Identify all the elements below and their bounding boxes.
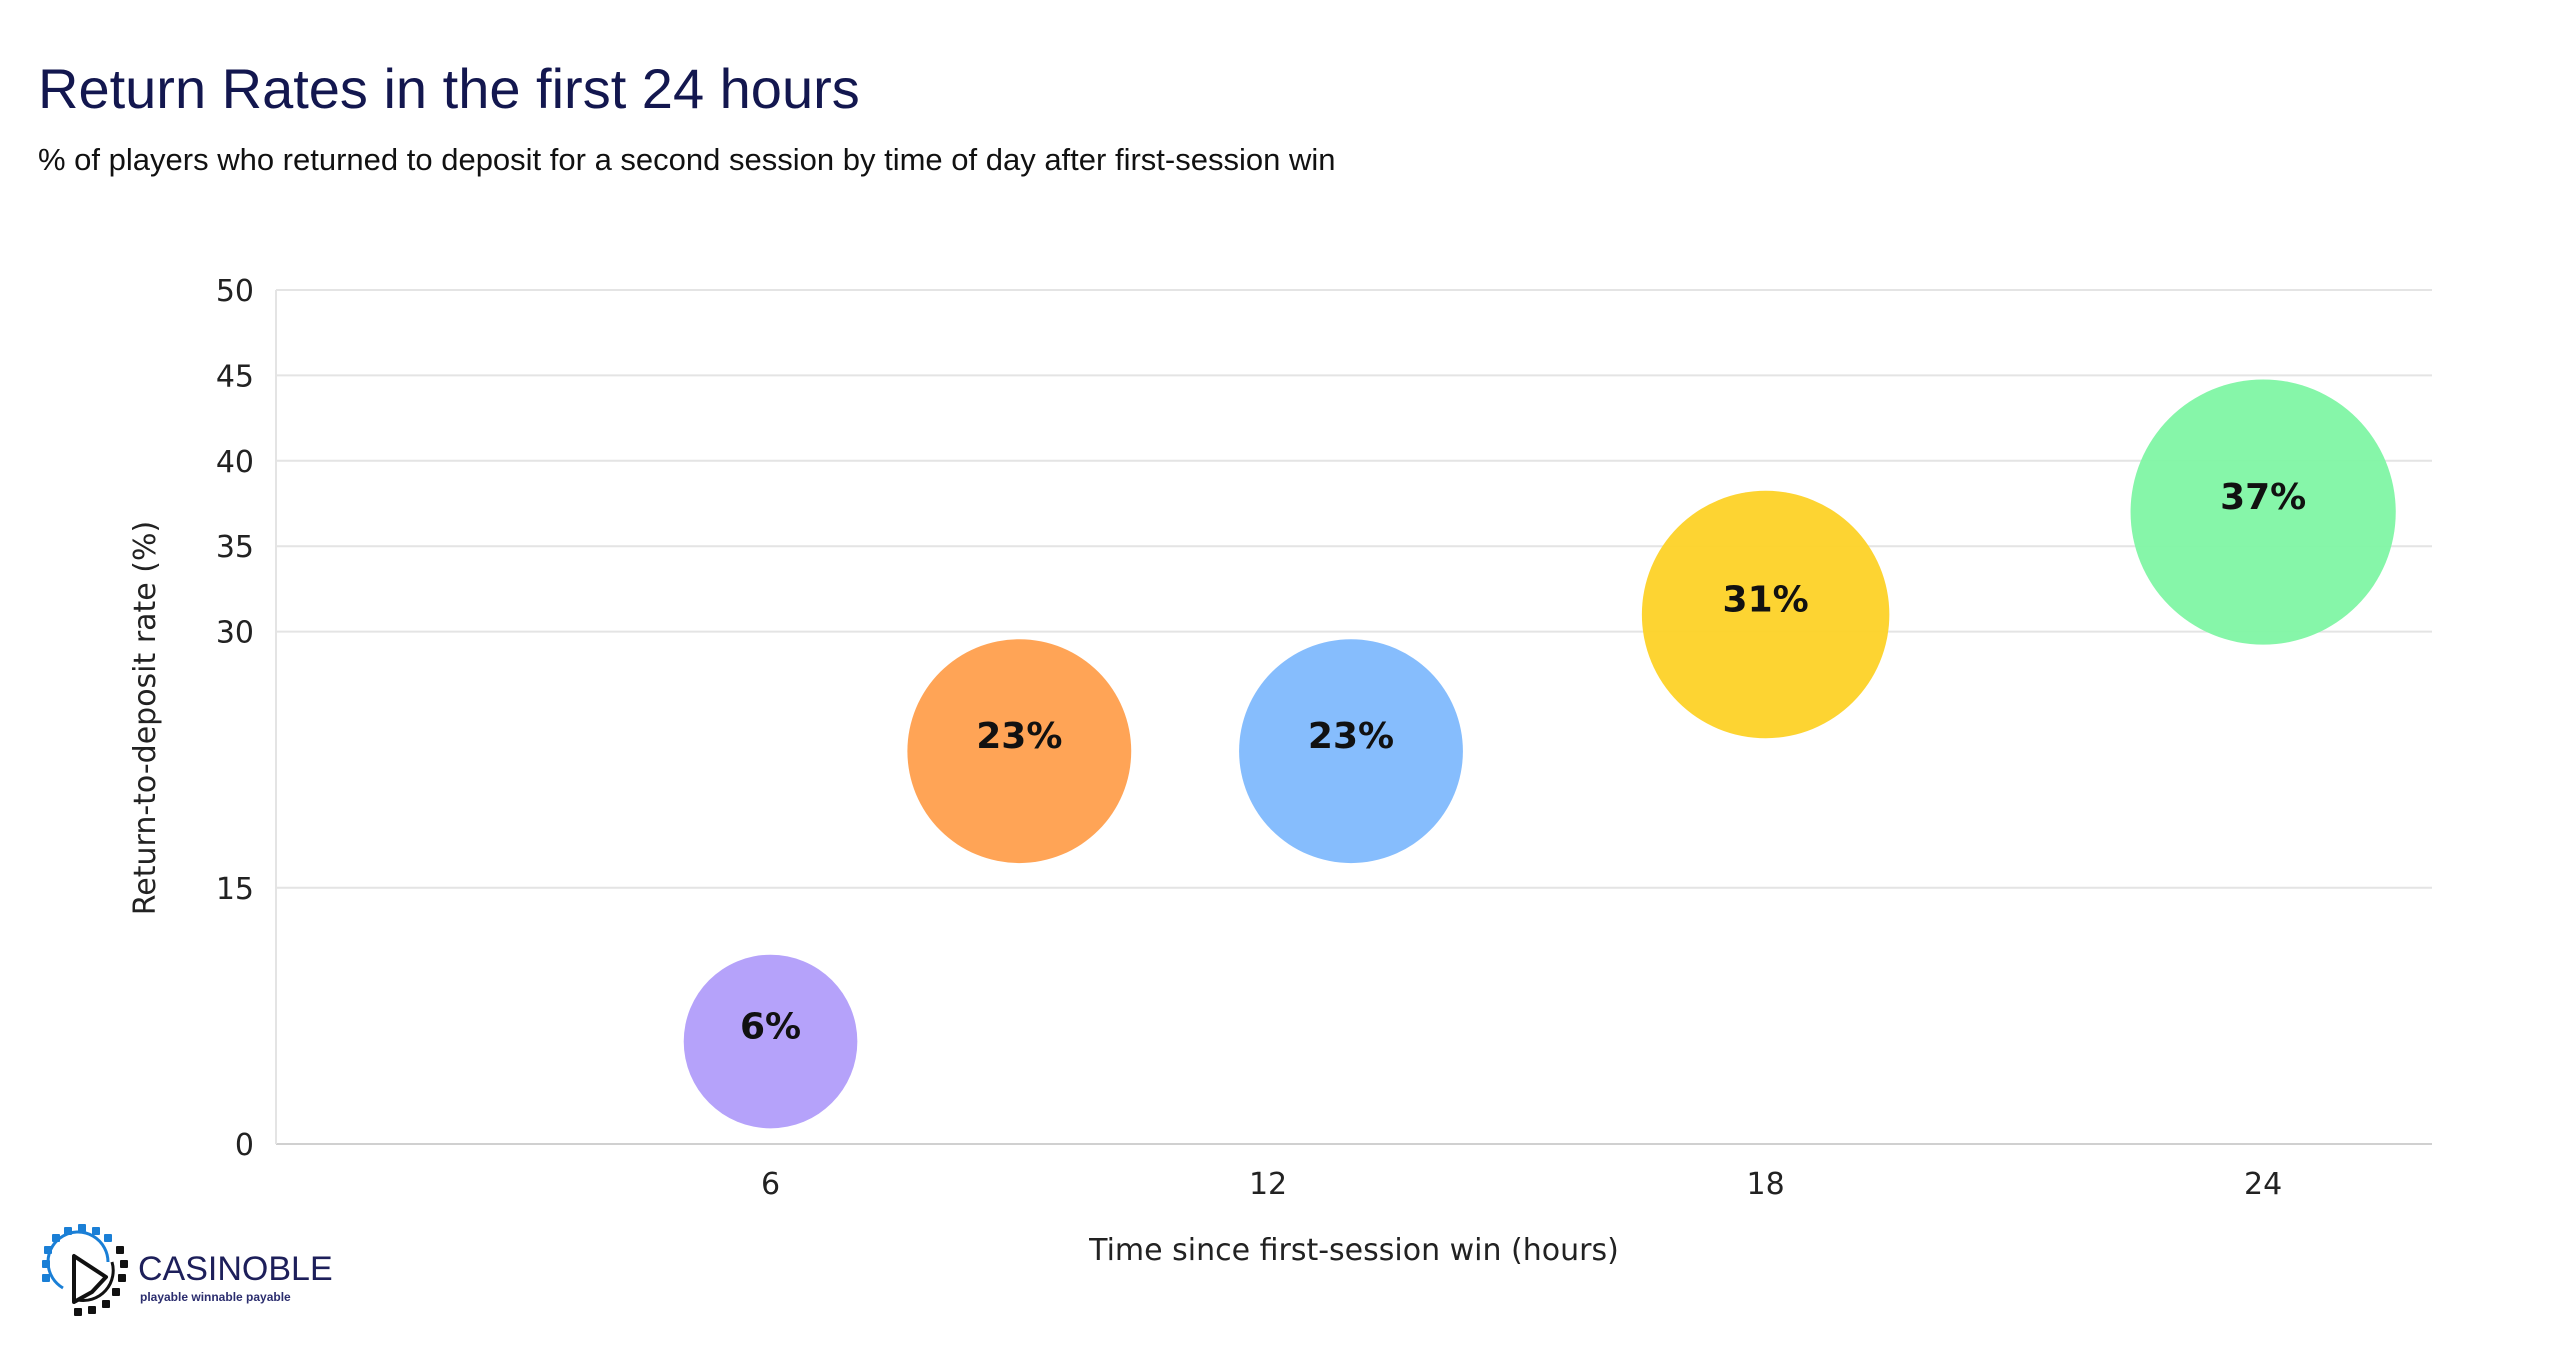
y-tick-label: 40 <box>216 445 254 480</box>
y-axis-label: Return-to-deposit rate (%) <box>128 521 163 915</box>
y-axis-ticks: 0 15 30 35 40 45 50 <box>216 274 254 1163</box>
bubbles: 6% 23% 23% 31% 37% <box>683 379 2396 1129</box>
x-tick-label: 24 <box>2244 1167 2282 1202</box>
casinoble-logo: CASINOBLE playable winnable payable <box>28 1222 333 1327</box>
bubble-label: 23% <box>1308 716 1394 757</box>
y-tick-label: 0 <box>235 1128 254 1163</box>
x-tick-label: 12 <box>1249 1167 1287 1202</box>
y-tick-label: 50 <box>216 274 254 309</box>
bubble <box>1239 639 1463 864</box>
bubble-label: 37% <box>2220 477 2306 518</box>
y-tick-label: 30 <box>216 616 254 651</box>
chart-subtitle: % of players who returned to deposit for… <box>38 142 1336 177</box>
bubble-label: 6% <box>740 1007 801 1048</box>
logo-name: CASINOBLE <box>138 1250 333 1288</box>
bubble <box>907 639 1132 864</box>
x-tick-label: 6 <box>761 1167 780 1202</box>
bubble <box>1641 490 1890 739</box>
chart-title: Return Rates in the first 24 hours <box>38 57 860 120</box>
x-axis-ticks: 6 12 18 24 <box>761 1167 2282 1202</box>
gridlines <box>275 289 2432 1145</box>
y-tick-label: 15 <box>216 872 254 907</box>
y-tick-label: 35 <box>216 530 254 565</box>
x-axis-label: Time since first-session win (hours) <box>1088 1233 1619 1268</box>
bubble-label: 31% <box>1723 580 1809 621</box>
bubble <box>683 954 858 1129</box>
logo-play-icon <box>42 1224 128 1316</box>
bubble-label: 23% <box>976 716 1062 757</box>
x-tick-label: 18 <box>1747 1167 1785 1202</box>
logo-tagline: playable winnable payable <box>140 1290 291 1304</box>
bubble <box>2130 379 2396 645</box>
y-tick-label: 45 <box>216 359 254 394</box>
